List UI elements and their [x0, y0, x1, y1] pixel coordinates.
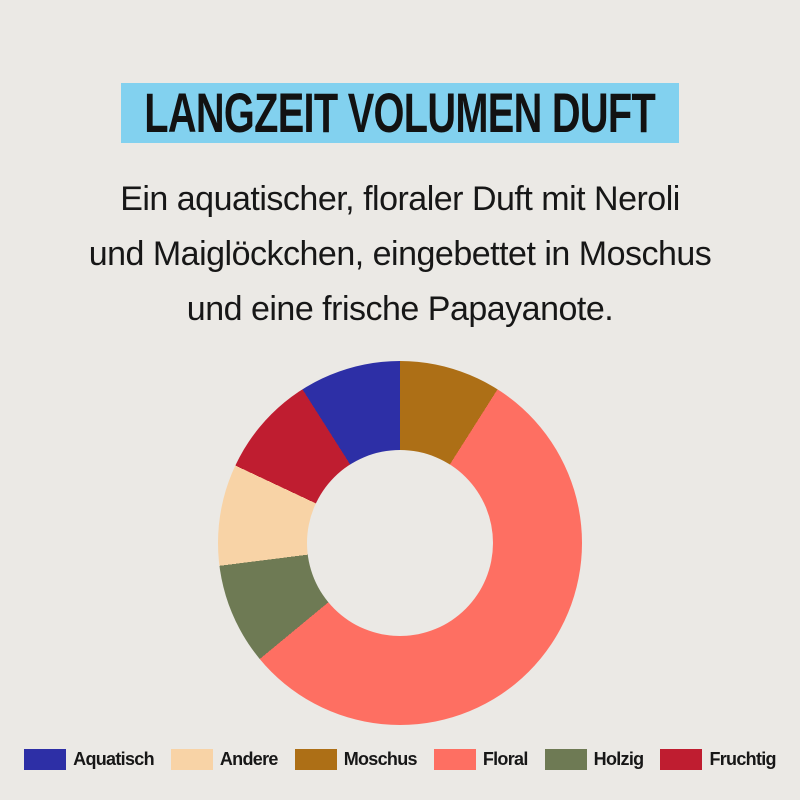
description-line-2: und Maiglöckchen, eingebettet in Moschus [88, 235, 712, 273]
legend-swatch-floral [433, 749, 476, 770]
fragrance-description: Ein aquatischer, floraler Duft mit Nerol… [0, 172, 800, 337]
legend-label-fruchtig: Fruchtig [709, 749, 776, 769]
legend-item-moschus: Moschus [294, 749, 418, 770]
legend-label-holzig: Holzig [593, 749, 644, 769]
legend-label-andere: Andere [219, 749, 279, 769]
description-line-3: und eine frische Papayanote. [186, 290, 614, 328]
chart-legend: Aquatisch Andere Moschus Floral Holzig F… [0, 749, 800, 770]
donut-hole [307, 450, 493, 636]
legend-item-andere: Andere [170, 749, 279, 770]
legend-item-aquatisch: Aquatisch [24, 749, 155, 770]
legend-label-aquatisch: Aquatisch [73, 749, 154, 769]
legend-swatch-holzig [544, 749, 587, 770]
legend-swatch-moschus [294, 749, 337, 770]
legend-item-holzig: Holzig [544, 749, 644, 770]
legend-item-fruchtig: Fruchtig [660, 749, 777, 770]
donut-chart [218, 361, 582, 725]
legend-label-moschus: Moschus [343, 749, 418, 769]
page-title: LANGZEIT VOLUMEN DUFT [144, 81, 656, 144]
legend-swatch-aquatisch [24, 749, 67, 770]
legend-label-floral: Floral [482, 749, 529, 769]
legend-item-floral: Floral [433, 749, 529, 770]
title-highlight: LANGZEIT VOLUMEN DUFT [121, 83, 679, 143]
description-line-1: Ein aquatischer, floraler Duft mit Nerol… [120, 180, 680, 218]
legend-swatch-fruchtig [660, 749, 703, 770]
legend-swatch-andere [170, 749, 213, 770]
